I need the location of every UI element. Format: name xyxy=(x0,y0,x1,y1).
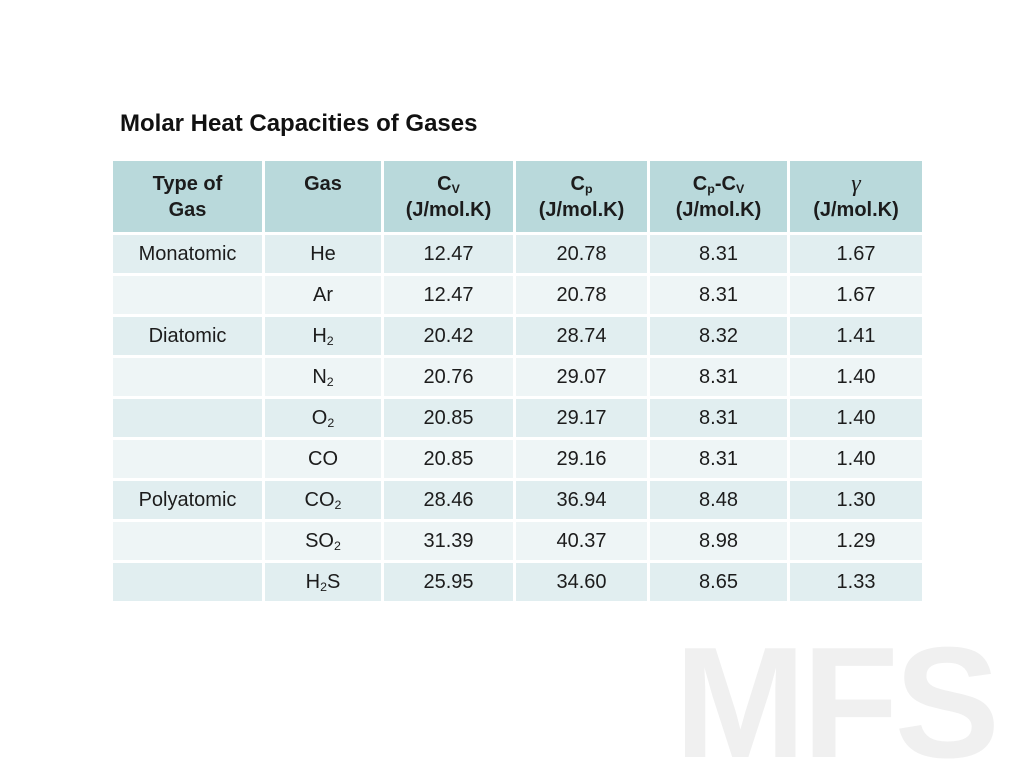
type-cell: Monatomic xyxy=(110,232,265,276)
cp-minus-cv-cell: 8.31 xyxy=(647,355,790,399)
cv-cell: 12.47 xyxy=(381,273,516,317)
cv-cell: 25.95 xyxy=(381,560,516,604)
cv-cell: 28.46 xyxy=(381,478,516,522)
type-cell xyxy=(110,273,265,317)
cp-cell: 36.94 xyxy=(513,478,650,522)
table-row: Monatomic He 12.47 20.78 8.31 1.67 xyxy=(110,232,925,276)
table-body: Monatomic He 12.47 20.78 8.31 1.67 Ar 12.47 20.7… xyxy=(110,232,925,604)
type-cell xyxy=(110,437,265,481)
type-cell xyxy=(110,355,265,399)
gamma-cell: 1.40 xyxy=(787,437,925,481)
column-header-cp: Cp (J/mol.K) xyxy=(513,158,650,235)
cp-cell: 29.17 xyxy=(513,396,650,440)
cp-minus-cv-cell: 8.32 xyxy=(647,314,790,358)
gas-cell: He xyxy=(262,232,384,276)
molar-heat-capacities-table: Type of Gas Gas CV (J/mol.K) Cp (J/mol.K) Cp-CV… xyxy=(110,158,925,604)
gamma-cell: 1.30 xyxy=(787,478,925,522)
column-header-gamma: γ (J/mol.K) xyxy=(787,158,925,235)
table-row: Diatomic H2 20.42 28.74 8.32 1.41 xyxy=(110,314,925,358)
cp-cell: 40.37 xyxy=(513,519,650,563)
cv-cell: 20.42 xyxy=(381,314,516,358)
table-row: CO 20.85 29.16 8.31 1.40 xyxy=(110,437,925,481)
cp-minus-cv-cell: 8.31 xyxy=(647,396,790,440)
gas-cell: H2 xyxy=(262,314,384,358)
table-row: O2 20.85 29.17 8.31 1.40 xyxy=(110,396,925,440)
cp-cell: 29.16 xyxy=(513,437,650,481)
cp-minus-cv-cell: 8.31 xyxy=(647,273,790,317)
column-header-cp-minus-cv: Cp-CV (J/mol.K) xyxy=(647,158,790,235)
type-cell xyxy=(110,519,265,563)
gamma-cell: 1.67 xyxy=(787,232,925,276)
column-header-gas: Gas xyxy=(262,158,384,235)
gas-cell: SO2 xyxy=(262,519,384,563)
table-row: Polyatomic CO2 28.46 36.94 8.48 1.30 xyxy=(110,478,925,522)
cp-cell: 28.74 xyxy=(513,314,650,358)
cv-cell: 20.76 xyxy=(381,355,516,399)
gas-cell: H2S xyxy=(262,560,384,604)
type-cell: Diatomic xyxy=(110,314,265,358)
table-row: SO2 31.39 40.37 8.98 1.29 xyxy=(110,519,925,563)
table-row: Ar 12.47 20.78 8.31 1.67 xyxy=(110,273,925,317)
mfs-watermark: MFS xyxy=(674,615,1000,768)
cp-cell: 20.78 xyxy=(513,232,650,276)
gas-cell: O2 xyxy=(262,396,384,440)
cv-cell: 20.85 xyxy=(381,437,516,481)
cv-cell: 20.85 xyxy=(381,396,516,440)
cp-cell: 29.07 xyxy=(513,355,650,399)
cp-minus-cv-cell: 8.98 xyxy=(647,519,790,563)
type-cell xyxy=(110,396,265,440)
type-cell: Polyatomic xyxy=(110,478,265,522)
gas-cell: CO2 xyxy=(262,478,384,522)
gas-cell: Ar xyxy=(262,273,384,317)
cp-cell: 20.78 xyxy=(513,273,650,317)
column-header-cv: CV (J/mol.K) xyxy=(381,158,516,235)
table-row: N2 20.76 29.07 8.31 1.40 xyxy=(110,355,925,399)
cp-minus-cv-cell: 8.31 xyxy=(647,232,790,276)
table-header-row: Type of Gas Gas CV (J/mol.K) Cp (J/mol.K) Cp-CV… xyxy=(110,158,925,235)
cp-cell: 34.60 xyxy=(513,560,650,604)
cv-cell: 31.39 xyxy=(381,519,516,563)
cp-minus-cv-cell: 8.48 xyxy=(647,478,790,522)
cp-minus-cv-cell: 8.31 xyxy=(647,437,790,481)
cv-cell: 12.47 xyxy=(381,232,516,276)
gamma-cell: 1.33 xyxy=(787,560,925,604)
gas-cell: CO xyxy=(262,437,384,481)
table-header: Type of Gas Gas CV (J/mol.K) Cp (J/mol.K) Cp-CV… xyxy=(110,158,925,235)
gamma-cell: 1.67 xyxy=(787,273,925,317)
gamma-cell: 1.41 xyxy=(787,314,925,358)
gamma-cell: 1.29 xyxy=(787,519,925,563)
column-header-type-of-gas: Type of Gas xyxy=(110,158,265,235)
cp-minus-cv-cell: 8.65 xyxy=(647,560,790,604)
table-row: H2S 25.95 34.60 8.65 1.33 xyxy=(110,560,925,604)
gamma-cell: 1.40 xyxy=(787,355,925,399)
gas-cell: N2 xyxy=(262,355,384,399)
type-cell xyxy=(110,560,265,604)
gamma-cell: 1.40 xyxy=(787,396,925,440)
page-title: Molar Heat Capacities of Gases xyxy=(120,110,478,137)
